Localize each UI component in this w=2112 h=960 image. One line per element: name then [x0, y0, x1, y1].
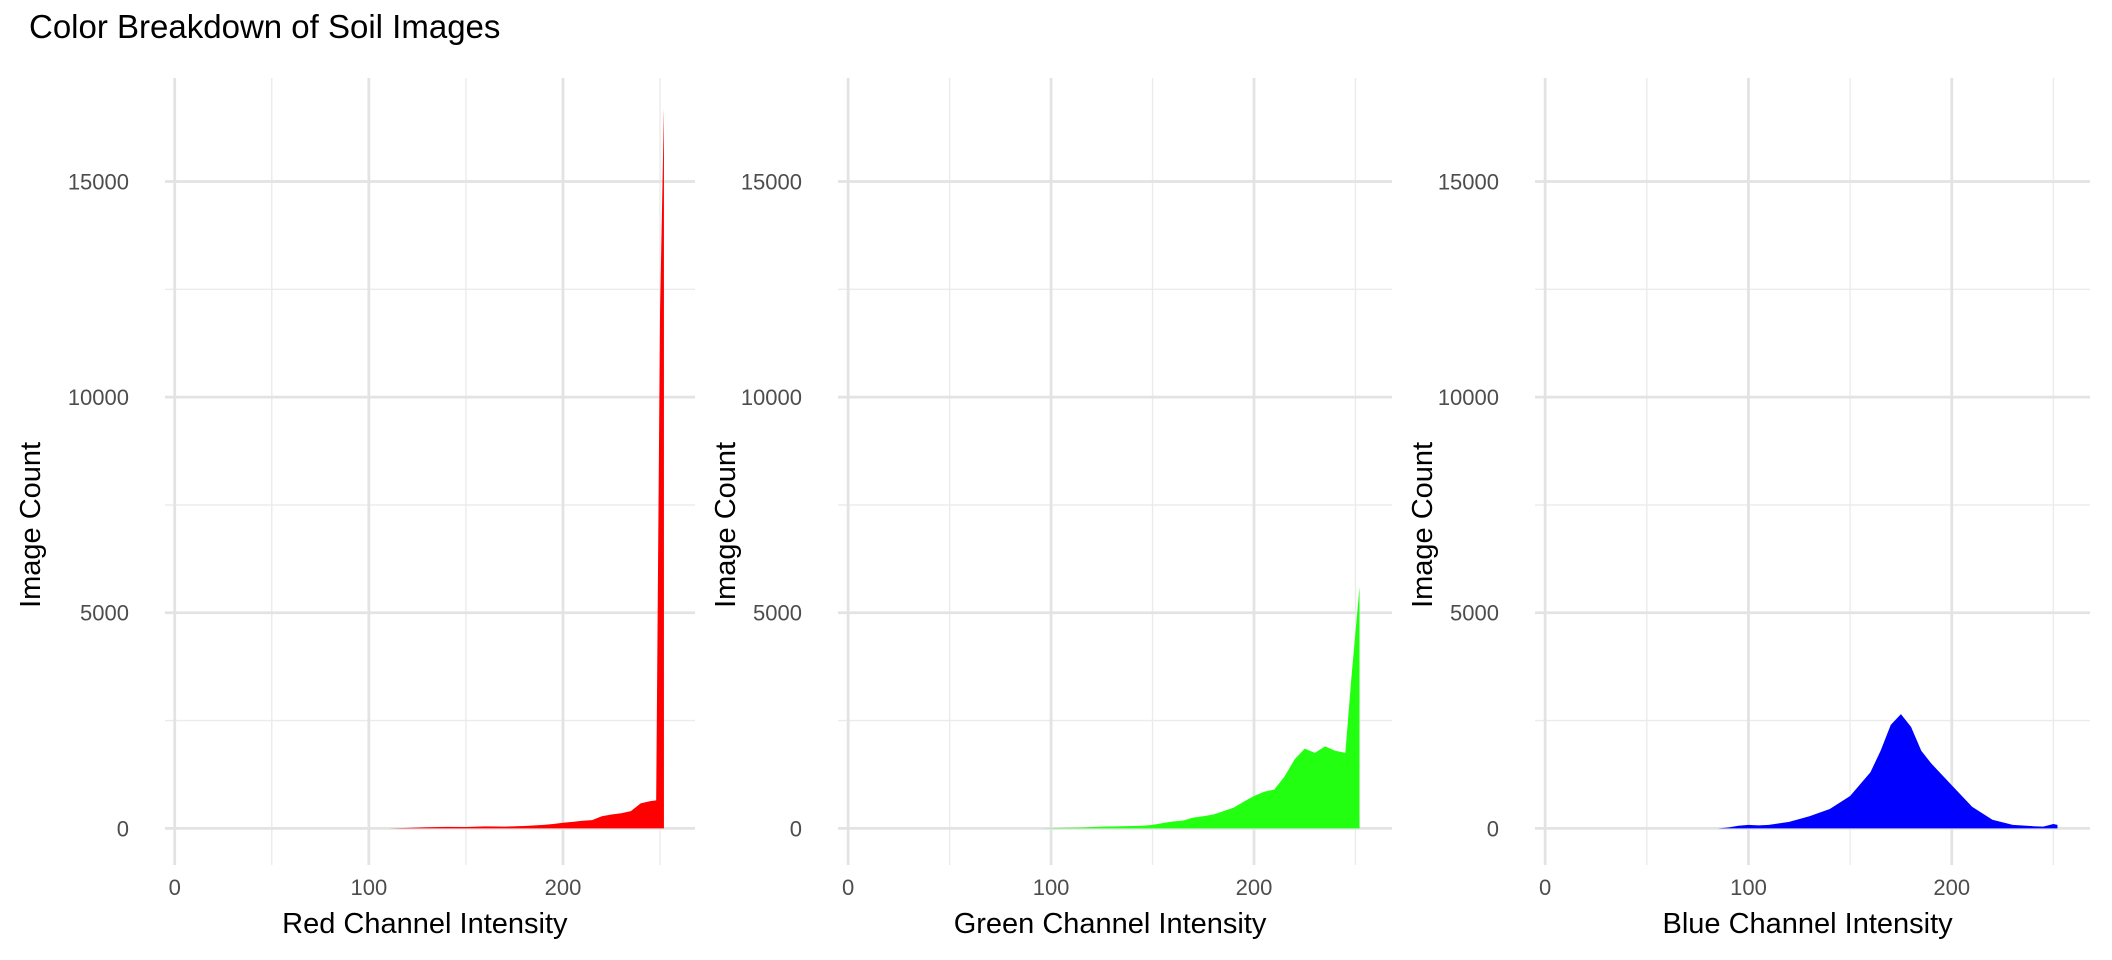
y-tick-label: 10000: [1438, 385, 1499, 410]
green-y-axis-label: Image Count: [710, 442, 742, 608]
y-tick-label: 15000: [741, 169, 802, 194]
blue-panel: 0 100 200 0 5000 10000 15000 Blue Channel Inten…: [1407, 78, 2090, 940]
blue-area-series: [1717, 714, 2058, 829]
y-tick-label: 10000: [741, 385, 802, 410]
x-tick-label: 0: [842, 875, 854, 900]
y-tick-label: 15000: [68, 169, 129, 194]
y-tick-label: 5000: [753, 601, 802, 626]
y-tick-label: 10000: [68, 385, 129, 410]
red-x-axis-label: Red Channel Intensity: [282, 908, 568, 940]
x-tick-label: 100: [1033, 875, 1070, 900]
blue-x-axis-label: Blue Channel Intensity: [1662, 908, 1953, 940]
blue-y-axis-label: Image Count: [1407, 442, 1439, 608]
y-tick-label: 0: [1487, 816, 1499, 841]
y-tick-label: 5000: [1450, 601, 1499, 626]
red-panel: 0 100 200 0 5000 10000 15000 Red Channel Intens…: [15, 78, 695, 940]
chart-title: Color Breakdown of Soil Images: [29, 8, 501, 45]
x-tick-label: 0: [169, 875, 181, 900]
y-tick-label: 5000: [80, 601, 129, 626]
green-x-axis-label: Green Channel Intensity: [954, 908, 1267, 940]
x-tick-label: 200: [1236, 875, 1273, 900]
red-y-axis-label: Image Count: [15, 442, 47, 608]
x-tick-label: 100: [1730, 875, 1767, 900]
y-tick-label: 15000: [1438, 169, 1499, 194]
x-tick-label: 200: [545, 875, 582, 900]
x-tick-label: 100: [350, 875, 387, 900]
x-tick-label: 200: [1933, 875, 1970, 900]
green-area-series: [1040, 586, 1360, 829]
x-tick-label: 0: [1539, 875, 1551, 900]
green-panel: 0 100 200 0 5000 10000 15000 Green Channel Inte…: [710, 78, 1392, 940]
y-tick-label: 0: [117, 816, 129, 841]
y-tick-label: 0: [790, 816, 802, 841]
